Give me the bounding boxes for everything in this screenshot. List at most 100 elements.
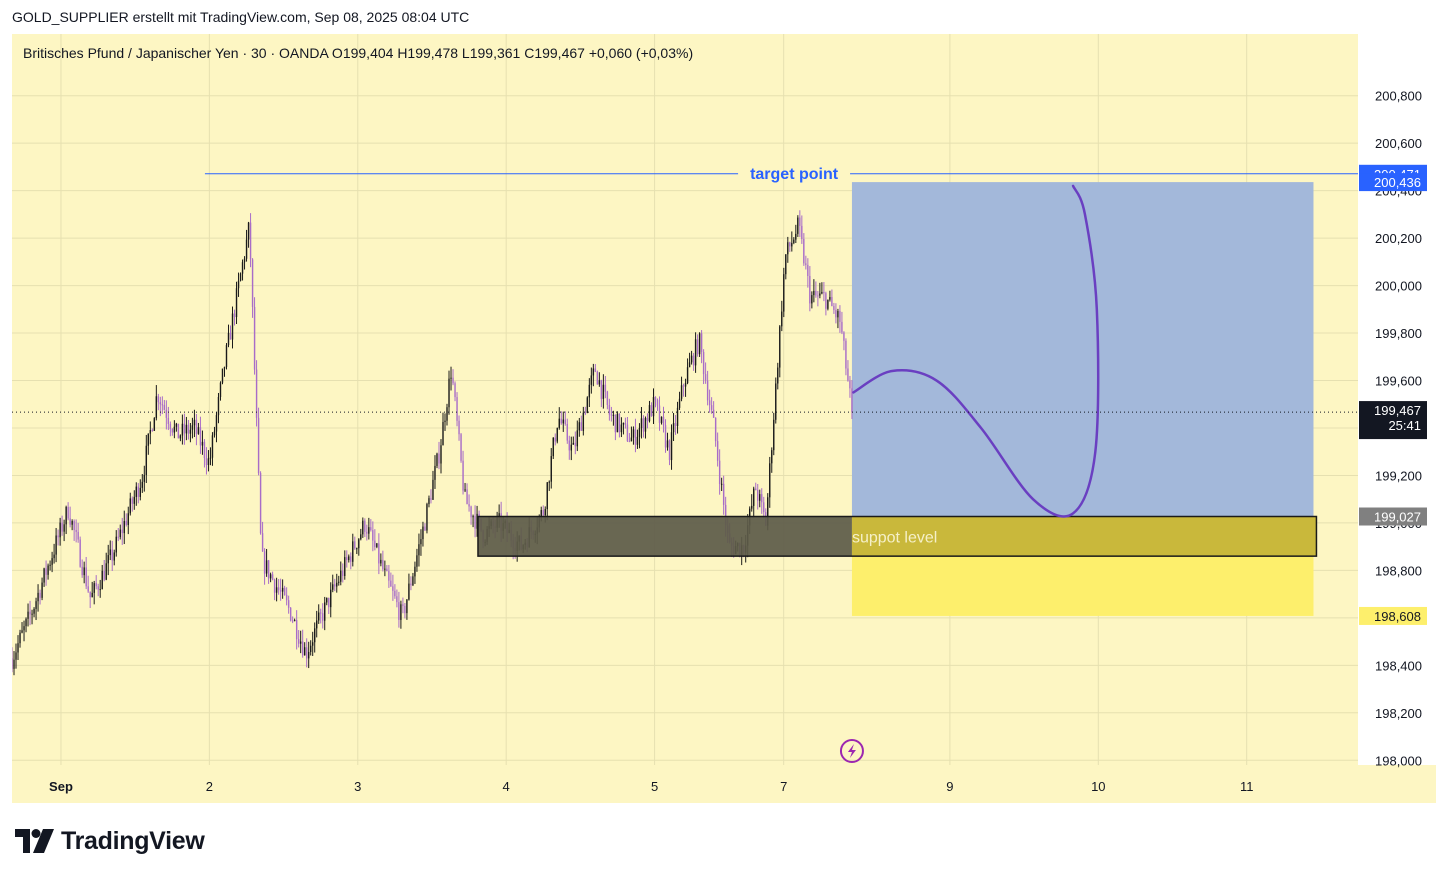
candle-body [546, 482, 548, 510]
candle-body [420, 539, 422, 545]
candle-body [330, 589, 332, 608]
candle-body [334, 584, 336, 587]
candle-body [430, 498, 432, 500]
candle-body [370, 527, 372, 531]
candle-body [145, 445, 148, 475]
lightning-icon[interactable] [839, 739, 864, 763]
annotation-zones [851, 182, 1314, 616]
candle-body [716, 441, 719, 461]
candle-body [287, 600, 290, 608]
candle-body [396, 596, 398, 603]
candle-body [342, 570, 344, 576]
candle-body [552, 437, 554, 457]
candle-body [594, 368, 597, 372]
candle-body [249, 222, 252, 260]
candle-body [45, 568, 47, 575]
target-point-label: target point [750, 166, 839, 183]
candle-body [759, 494, 761, 501]
candle-body [630, 437, 633, 442]
candle-body [155, 396, 158, 419]
candle-body [139, 487, 141, 497]
candle-body [783, 274, 785, 312]
candle-body [424, 526, 426, 531]
candle-body [265, 560, 268, 574]
time-axis-background[interactable] [12, 765, 1436, 803]
candle-body [682, 385, 685, 387]
candle-body [440, 445, 442, 464]
candle-body [811, 295, 813, 304]
time-axis[interactable]: Sep 2 3 4 5 7 9 10 11 [49, 779, 1253, 794]
candle-body [839, 311, 841, 322]
candle-body [472, 516, 474, 518]
candle-body [628, 440, 631, 442]
candle-body [225, 345, 228, 367]
candle-body [580, 422, 583, 431]
candle-body [83, 567, 85, 576]
candle-body [574, 442, 577, 447]
candle-body [107, 555, 109, 564]
annotation-overlay: suppot level target point [12, 166, 1358, 557]
projection-curve [852, 184, 1100, 518]
candle-body [769, 463, 771, 498]
candle-body [59, 522, 61, 538]
candle-body [133, 496, 135, 504]
candle-body [47, 565, 49, 575]
candle-body [217, 396, 220, 416]
candle-body [338, 581, 340, 583]
candle-body [466, 489, 468, 505]
candle-body [686, 367, 689, 384]
candle-body [51, 558, 53, 565]
chart-svg[interactable]: suppot level target point 200,800 200,600 2… [12, 34, 1436, 803]
candle-body [283, 587, 286, 595]
candle-body [390, 580, 392, 587]
candle-body [837, 311, 839, 318]
candle-body [620, 424, 623, 433]
candle-body [626, 424, 629, 441]
candle-body [678, 398, 681, 408]
candle-body [181, 423, 184, 436]
candle-body [245, 239, 248, 259]
candle-body [277, 587, 280, 591]
candle-body [159, 402, 162, 405]
candle-body [680, 385, 683, 399]
stop-price-tag-bg [1359, 606, 1427, 625]
candle-body [129, 498, 131, 514]
candle-body [25, 618, 27, 627]
candle-body [157, 396, 160, 403]
candle-body [85, 567, 87, 587]
tradingview-logo[interactable]: TradingView [15, 826, 205, 856]
candle-body [578, 422, 581, 431]
price-tick-label: 199,600 [1375, 374, 1422, 389]
candle-body [718, 460, 721, 484]
candle-body [394, 590, 396, 597]
candle-body [201, 441, 204, 446]
candle-body [819, 293, 821, 296]
candle-body [211, 435, 214, 458]
candle-body [470, 506, 472, 518]
price-axis-background[interactable] [1358, 34, 1436, 765]
time-tick-label: 5 [651, 779, 658, 794]
stop-zone [851, 556, 1314, 616]
candle-body [65, 506, 67, 525]
candle-body [690, 355, 693, 363]
candle-body [27, 611, 29, 619]
candle-body [253, 306, 256, 370]
candle-body [73, 521, 75, 530]
candle-body [823, 291, 825, 294]
price-chart[interactable]: suppot level target point 200,800 200,600 2… [12, 34, 1436, 803]
price-axis[interactable]: 200,800200,600200,400200,200200,000199,8… [1359, 89, 1427, 769]
candle-body [642, 418, 645, 432]
candle-body [199, 427, 202, 446]
candle-body [841, 321, 843, 333]
candle-body [215, 415, 218, 432]
tradingview-logo-icon [15, 829, 54, 853]
candle-body [464, 489, 466, 491]
candle-body [422, 526, 424, 540]
candle-body [793, 239, 795, 243]
candle-body [476, 513, 478, 529]
price-tick-label: 198,000 [1375, 753, 1422, 768]
time-tick-label: 4 [503, 779, 510, 794]
candle-body [23, 626, 25, 631]
candle-body [89, 591, 91, 598]
last-price-tag-text: 199,467 [1374, 403, 1421, 418]
